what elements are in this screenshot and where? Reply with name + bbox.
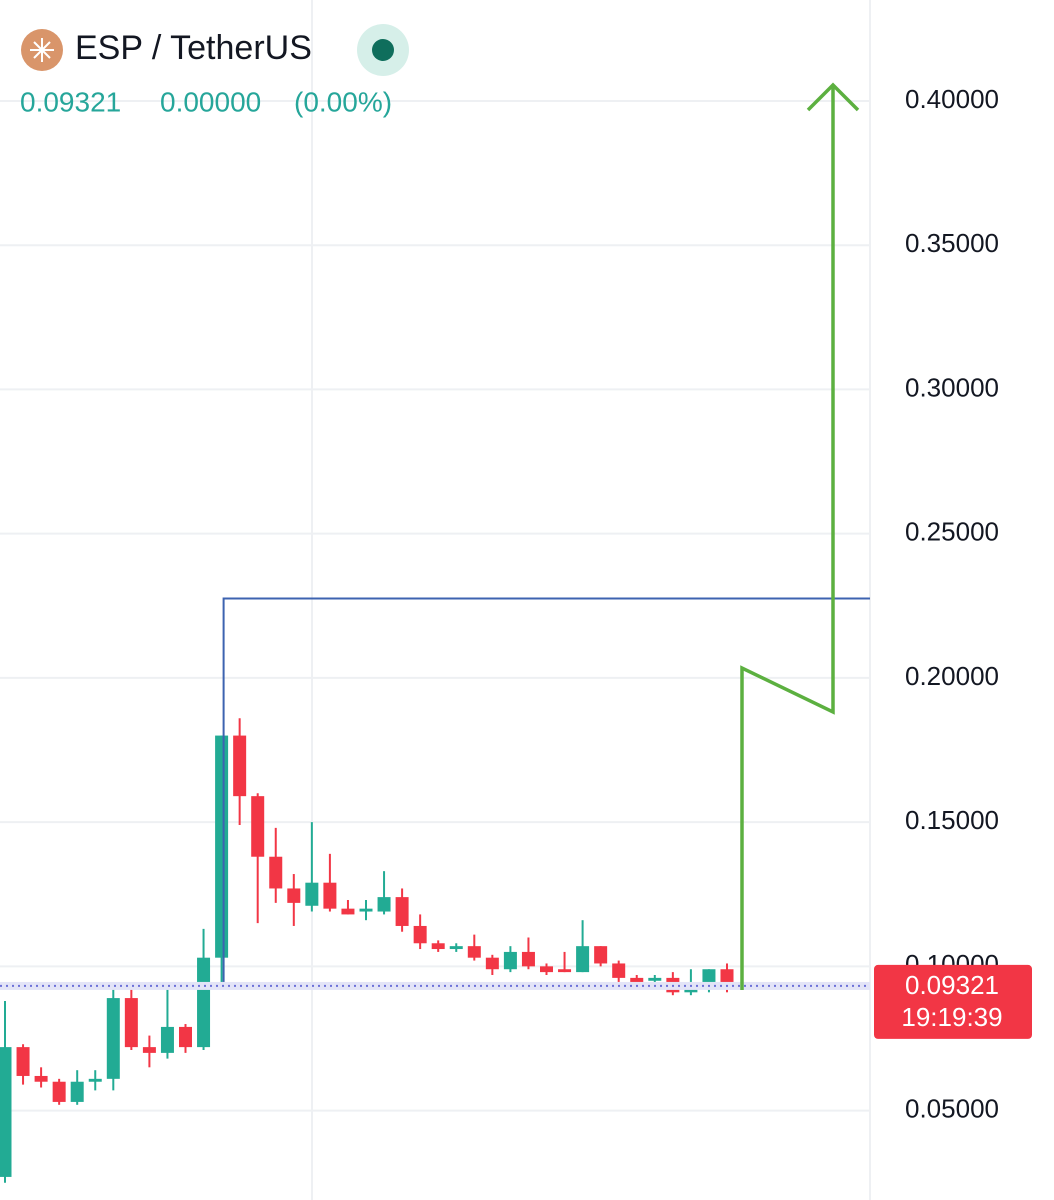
status-dot [372, 39, 394, 61]
header: ESP / TetherUS 0.09321 0.00000 (0.00%) [20, 24, 409, 117]
candle-body [124, 998, 138, 1048]
change-percent: (0.00%) [294, 86, 392, 117]
candle-body [251, 796, 265, 857]
chart-title: ESP / TetherUS [75, 29, 312, 67]
price-band [0, 981, 870, 990]
candle-body [16, 1047, 30, 1076]
y-axis: 0.050000.100000.150000.200000.250000.300… [874, 84, 1032, 1123]
price-label: 0.09321 [905, 970, 999, 1000]
candle-body [233, 735, 247, 797]
last-price: 0.09321 [20, 86, 121, 117]
candle-body [431, 943, 445, 950]
candle-body [612, 963, 626, 978]
candle-body [52, 1081, 66, 1102]
coin-icon-rays [30, 38, 54, 62]
level-line [222, 597, 870, 987]
y-tick-label: 0.20000 [905, 661, 999, 691]
candle-body [359, 908, 373, 912]
candle-body [142, 1047, 156, 1053]
y-tick-label: 0.15000 [905, 805, 999, 835]
grid [0, 0, 871, 1200]
candle-body [720, 969, 734, 986]
candle-body [630, 977, 644, 984]
candle-body [215, 735, 229, 958]
candle-body [0, 1047, 12, 1177]
price-label-box [874, 964, 1032, 1039]
candle-body [287, 888, 301, 903]
candle-body [594, 946, 608, 964]
candle-body [449, 946, 463, 950]
y-tick-label: 0.25000 [905, 517, 999, 547]
y-tick-label: 0.05000 [905, 1093, 999, 1123]
y-tick-label: 0.40000 [905, 84, 999, 114]
y-tick-label: 0.30000 [905, 372, 999, 402]
plot [0, 597, 870, 1183]
candle-body [395, 897, 409, 926]
candle-body [576, 946, 590, 973]
candle-body [521, 951, 535, 967]
candle-body [503, 951, 517, 970]
candle-body [88, 1078, 102, 1082]
candle-body [558, 969, 572, 973]
candle-body [179, 1026, 192, 1048]
candle-body [34, 1075, 48, 1082]
candle-body [160, 1026, 174, 1053]
candle-body [467, 946, 481, 958]
candle-body [305, 882, 319, 906]
candle-body [377, 897, 391, 912]
candle-body [341, 908, 355, 915]
candle-body [197, 957, 211, 1048]
countdown-label: 19:19:39 [901, 1002, 1002, 1032]
candle-body [70, 1081, 84, 1102]
candle-body [323, 882, 337, 909]
candle-body [485, 957, 499, 970]
change: 0.00000 [160, 86, 261, 117]
candle-body [269, 856, 283, 889]
candle-body [106, 998, 120, 1079]
candle-body [648, 977, 662, 981]
candle-body [540, 966, 553, 973]
y-tick-label: 0.35000 [905, 228, 999, 258]
candle-body [413, 925, 427, 944]
arrow-drawing [740, 82, 860, 990]
